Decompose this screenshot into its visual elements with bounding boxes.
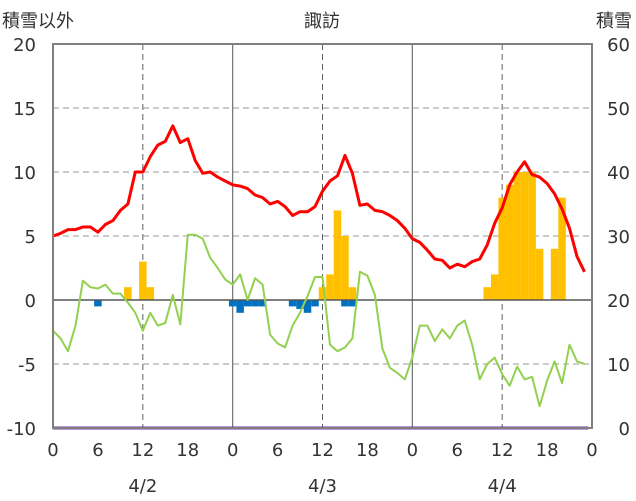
sunshine-bar <box>348 300 357 307</box>
left-tick-label: 0 <box>25 291 36 312</box>
sunshine-bar <box>288 300 297 307</box>
sunshine-bar <box>94 300 102 307</box>
left-axis-title: 積雪以外 <box>2 11 74 32</box>
precip-bar <box>348 287 357 300</box>
precip-bar <box>498 197 506 300</box>
sunshine-bar <box>296 300 304 309</box>
precip-bar <box>520 172 529 300</box>
x-tick-label: 0 <box>227 440 238 461</box>
sunshine-bar <box>228 300 237 307</box>
x-tick-label: 6 <box>92 440 103 461</box>
left-tick-label: 5 <box>25 227 36 248</box>
temperature-series <box>52 124 586 273</box>
x-tick-label: 12 <box>131 440 154 461</box>
other-line-series <box>52 233 585 408</box>
precip-bar <box>124 287 132 300</box>
x-tick-label: 12 <box>311 440 334 461</box>
sunshine-bar <box>236 300 244 313</box>
date-label: 4/4 <box>488 476 517 497</box>
date-label: 4/2 <box>128 476 157 497</box>
left-tick-label: -5 <box>18 355 36 376</box>
left-tick-label: 20 <box>13 35 36 56</box>
right-tick-label: 10 <box>607 355 630 376</box>
sunshine-bar <box>258 300 267 307</box>
right-axis-title: 積雪 <box>596 11 632 32</box>
x-tick-label: 6 <box>272 440 283 461</box>
sunshine-bar <box>303 300 312 313</box>
x-tick-label: 18 <box>176 440 199 461</box>
chart-title: 諏訪 <box>304 11 340 32</box>
precip-bar <box>505 184 514 300</box>
x-tick-label: 12 <box>491 440 514 461</box>
date-label: 4/3 <box>308 476 337 497</box>
plot-frame <box>52 43 593 429</box>
precip-bar <box>318 287 327 300</box>
sunshine-bar <box>311 300 319 307</box>
sunshine-bar <box>251 300 259 307</box>
right-tick-label: 0 <box>619 419 630 440</box>
precip-bar <box>513 172 521 300</box>
precip-bar <box>558 197 566 300</box>
right-tick-label: 20 <box>607 291 630 312</box>
precip-bar <box>333 210 342 300</box>
right-tick-label: 40 <box>607 163 630 184</box>
precip-bar <box>139 261 147 300</box>
x-tick-label: 0 <box>586 440 597 461</box>
left-tick-label: 10 <box>13 163 36 184</box>
right-tick-label: 60 <box>607 35 630 56</box>
sunshine-bar <box>341 300 349 307</box>
x-tick-label: 0 <box>407 440 418 461</box>
precip-bar <box>483 287 491 300</box>
precip-bar <box>528 172 536 300</box>
precip-bar <box>535 248 544 300</box>
right-tick-label: 50 <box>607 99 630 120</box>
precip-bar <box>490 274 499 300</box>
precip-bar <box>550 248 559 300</box>
right-tick-label: 30 <box>607 227 630 248</box>
left-tick-label: -10 <box>7 419 36 440</box>
x-tick-label: 6 <box>452 440 463 461</box>
x-tick-label: 18 <box>536 440 559 461</box>
left-tick-label: 15 <box>13 99 36 120</box>
sunshine-bar <box>243 300 252 307</box>
precip-bar <box>326 274 334 300</box>
x-tick-label: 0 <box>47 440 58 461</box>
precip-bar <box>341 236 349 300</box>
precip-bar <box>146 287 155 300</box>
x-tick-label: 18 <box>356 440 379 461</box>
